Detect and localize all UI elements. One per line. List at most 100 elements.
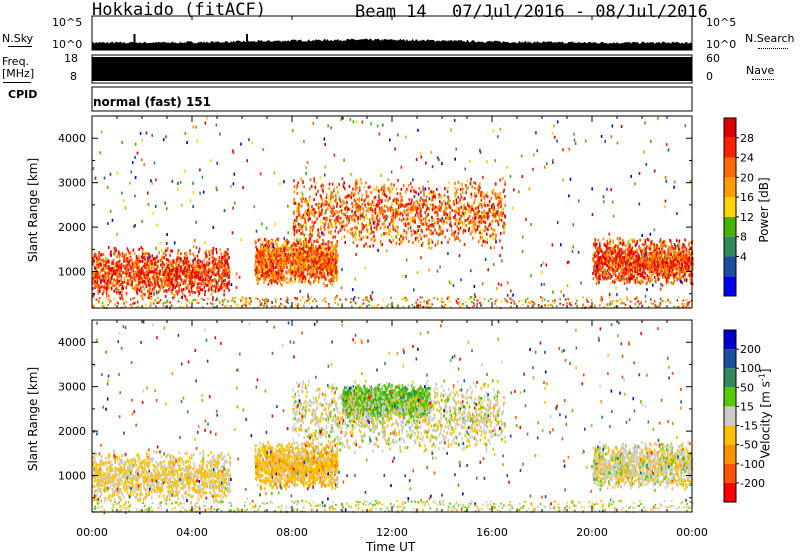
power-echo-cell: [160, 263, 162, 267]
power-echo-cell: [497, 192, 499, 196]
power-echo-cell: [117, 251, 120, 255]
power-echo-cell: [215, 273, 217, 277]
power-echo-cell: [281, 249, 283, 252]
power-echo-cell: [109, 270, 112, 274]
power-echo-cell: [226, 283, 229, 287]
power-echo-cell: [428, 197, 431, 201]
power-echo-cell: [104, 272, 107, 276]
power-echo-cell: [198, 271, 201, 274]
power-echo-cell: [226, 260, 229, 264]
power-echo-cell: [159, 258, 162, 262]
power-echo-cell: [395, 201, 398, 205]
power-echo-cell: [358, 199, 360, 203]
power-echo-cell: [321, 247, 324, 251]
power-echo-cell: [102, 253, 105, 257]
power-echo-cell: [257, 282, 259, 285]
power-echo-cell: [273, 256, 275, 260]
power-echo-cell: [111, 271, 114, 275]
power-echo-cell: [411, 208, 413, 211]
power-echo-cell: [299, 205, 301, 209]
power-echo-cell: [296, 202, 299, 206]
power-echo-cell: [205, 263, 208, 267]
power-echo-cell: [221, 259, 223, 263]
power-echo-cell: [494, 233, 497, 237]
power-echo-cell: [215, 257, 217, 261]
power-echo-cell: [300, 197, 302, 201]
power-echo-cell: [394, 200, 397, 204]
power-echo-cell: [428, 219, 430, 223]
power-echo-cell: [116, 264, 118, 268]
power-echo-cell: [446, 228, 449, 232]
power-echo-cell: [173, 268, 175, 271]
power-echo-cell: [320, 247, 322, 251]
power-echo-cell: [132, 275, 135, 279]
power-echo-cell: [375, 227, 378, 231]
power-echo-cell: [467, 209, 469, 213]
power-echo-cell: [112, 258, 115, 262]
power-echo-cell: [118, 252, 121, 256]
power-echo-cell: [381, 208, 383, 212]
power-echo-cell: [415, 207, 418, 211]
power-echo-cell: [660, 252, 663, 256]
power-echo-cell: [106, 288, 108, 292]
power-echo-cell: [270, 251, 273, 255]
power-echo-cell: [267, 252, 270, 256]
power-echo-cell: [335, 248, 337, 251]
power-echo-cell: [129, 282, 132, 286]
power-echo-cell: [268, 264, 271, 268]
power-echo-cell: [497, 223, 500, 227]
power-echo-cell: [304, 197, 307, 201]
power-echo-cell: [421, 241, 424, 245]
power-echo-cell: [390, 215, 392, 219]
power-echo-cell: [131, 265, 134, 269]
power-echo-cell: [204, 277, 207, 281]
power-echo-cell: [227, 275, 229, 279]
power-echo-cell: [612, 239, 614, 243]
power-echo-cell: [342, 220, 345, 224]
power-echo-cell: [154, 259, 156, 263]
power-echo-cell: [123, 277, 126, 281]
power-echo-cell: [221, 274, 224, 278]
power-echo-cell: [609, 276, 612, 280]
power-echo-cell: [464, 197, 466, 200]
power-echo-cell: [189, 273, 192, 277]
power-echo-cell: [280, 272, 283, 276]
power-echo-cell: [272, 266, 275, 270]
power-echo-cell: [100, 268, 103, 272]
power-echo-cell: [498, 202, 501, 205]
power-echo-cell: [133, 263, 135, 267]
power-echo-cell: [165, 283, 168, 287]
power-echo-cell: [98, 251, 100, 255]
power-echo-cell: [592, 244, 595, 248]
power-echo-cell: [405, 237, 408, 241]
power-echo-cell: [334, 219, 336, 223]
power-echo-cell: [155, 272, 158, 275]
power-echo-cell: [436, 212, 439, 216]
power-echo-cell: [464, 229, 467, 233]
power-echo-cell: [184, 269, 187, 273]
power-echo-cell: [379, 211, 381, 215]
power-echo-cell: [440, 201, 443, 205]
power-echo-cell: [399, 192, 402, 196]
power-echo-cell: [502, 211, 504, 215]
power-echo-cell: [204, 274, 206, 277]
power-echo-cell: [351, 215, 353, 218]
power-echo-cell: [663, 252, 666, 256]
power-echo-cell: [634, 270, 636, 274]
power-echo-cell: [325, 242, 328, 246]
power-echo-cell: [390, 182, 393, 186]
power-echo-cell: [222, 282, 225, 286]
power-echo-cell: [154, 280, 156, 284]
power-echo-cell: [495, 219, 498, 223]
power-echo-cell: [422, 198, 424, 202]
power-echo-cell: [187, 284, 189, 287]
power-echo-cell: [500, 218, 503, 222]
power-echo-cell: [461, 190, 464, 194]
power-echo-cell: [412, 203, 415, 207]
power-echo-cell: [503, 222, 506, 226]
power-echo-cell: [483, 229, 486, 233]
power-echo-cell: [463, 221, 465, 225]
power-echo-cell: [306, 213, 309, 217]
power-echo-cell: [194, 280, 196, 284]
power-echo-cell: [368, 202, 370, 206]
